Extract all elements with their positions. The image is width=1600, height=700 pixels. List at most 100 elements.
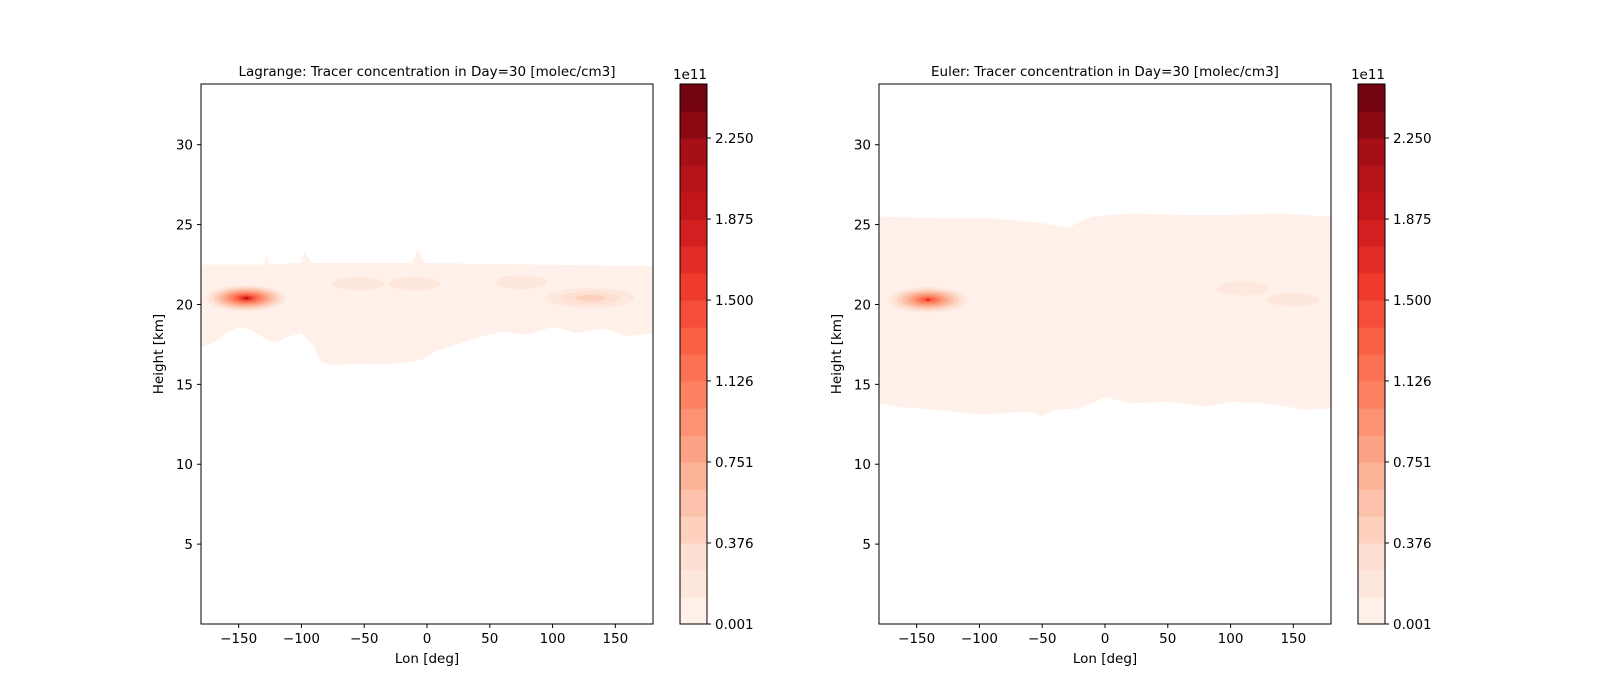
plot-title: Euler: Tracer concentration in Day=30 [m… [931, 64, 1279, 80]
y-tick-label: 15 [176, 377, 193, 393]
tracer-hotspot [1267, 292, 1320, 307]
colorbar-tick-label: 0.376 [715, 536, 754, 552]
colorbar-level [1358, 111, 1385, 139]
colorbar-multiplier: 1e11 [1351, 67, 1385, 83]
colorbar-level [680, 570, 707, 598]
concentration-field [879, 213, 1331, 417]
colorbar-level [680, 300, 707, 328]
tracer-hotspot [888, 286, 968, 313]
x-tick-label: 0 [423, 631, 432, 647]
tracer-hotspot [388, 276, 441, 291]
colorbar-tick-label: 1.875 [1393, 212, 1432, 228]
x-axis-label: Lon [deg] [1073, 651, 1137, 667]
x-axis-label: Lon [deg] [395, 651, 459, 667]
colorbar-level [1358, 570, 1385, 598]
colorbar-level [680, 192, 707, 220]
contour-level [331, 276, 384, 291]
colorbar-levels [1358, 84, 1385, 625]
colorbar-level [1358, 408, 1385, 436]
x-tick-label: 150 [1280, 631, 1306, 647]
colorbar-tick-label: 2.250 [715, 131, 754, 147]
x-tick-label: 50 [1159, 631, 1176, 647]
colorbar-level [680, 408, 707, 436]
y-tick-label: 10 [854, 457, 871, 473]
plot-title: Lagrange: Tracer concentration in Day=30… [238, 64, 615, 80]
colorbar-level [1358, 516, 1385, 544]
colorbar-level [680, 165, 707, 193]
colorbar-ticks: 0.001 0.376 0.751 1.126 1.500 1.875 2.250 [1385, 131, 1432, 633]
colorbar-tick-label: 2.250 [1393, 131, 1432, 147]
y-tick-label: 30 [176, 138, 193, 154]
colorbar-level [680, 246, 707, 274]
colorbar-level [1358, 597, 1385, 625]
colorbar-tick-label: 1.126 [1393, 374, 1432, 390]
colorbar-level [1358, 543, 1385, 571]
colorbar-level [1358, 273, 1385, 301]
colorbar-multiplier: 1e11 [673, 67, 707, 83]
colorbar-level [1358, 165, 1385, 193]
plot-panel-lagrange: Lagrange: Tracer concentration in Day=30… [151, 64, 754, 667]
colorbar-level [1358, 84, 1385, 112]
contour-level [926, 298, 930, 301]
colorbar-tick-label: 1.500 [715, 293, 754, 309]
plot-panel-euler: Euler: Tracer concentration in Day=30 [m… [829, 64, 1432, 667]
y-axis-ticks: 5 10 15 20 25 30 [176, 138, 201, 553]
colorbar-tick-label: 1.875 [715, 212, 754, 228]
tracer-hotspot [495, 275, 548, 290]
y-axis-label: Height [km] [829, 314, 845, 394]
tracer-hotspot [1217, 281, 1270, 296]
colorbar-level [680, 273, 707, 301]
colorbar-frame [1357, 83, 1386, 625]
tracer-band [879, 213, 1331, 417]
colorbar-level [1358, 435, 1385, 463]
tracer-hotspot [206, 285, 287, 312]
y-tick-label: 20 [854, 297, 871, 313]
contour-level [495, 275, 548, 290]
colorbar-tick-label: 1.500 [1393, 293, 1432, 309]
colorbar-ticks: 0.001 0.376 0.751 1.126 1.500 1.875 2.250 [707, 131, 754, 633]
contour-level [575, 294, 605, 302]
tracer-hotspot [546, 288, 635, 309]
colorbar-level [1358, 246, 1385, 274]
x-axis-ticks: −150 −100 −50 0 50 100 150 [898, 624, 1306, 647]
x-tick-label: 150 [602, 631, 628, 647]
x-tick-label: 100 [1218, 631, 1244, 647]
x-tick-label: −150 [220, 631, 257, 647]
x-tick-label: −150 [898, 631, 935, 647]
y-tick-label: 15 [854, 377, 871, 393]
colorbar-tick-label: 1.126 [715, 374, 754, 390]
y-tick-label: 20 [176, 297, 193, 313]
colorbar-levels [680, 84, 707, 625]
contour-level [1217, 281, 1270, 296]
colorbar-tick-label: 0.001 [715, 617, 754, 633]
x-tick-label: −100 [283, 631, 320, 647]
y-tick-label: 25 [854, 218, 871, 234]
colorbar-level [680, 354, 707, 382]
contour-level [245, 296, 248, 300]
colorbar-level [680, 435, 707, 463]
x-tick-label: −50 [350, 631, 379, 647]
contour-level [388, 276, 441, 291]
y-axis-ticks: 5 10 15 20 25 30 [854, 138, 879, 553]
y-tick-label: 10 [176, 457, 193, 473]
x-axis-ticks: −150 −100 −50 0 50 100 150 [220, 624, 628, 647]
colorbar-level [1358, 219, 1385, 247]
colorbar-tick-label: 0.751 [715, 455, 754, 471]
y-tick-label: 5 [184, 537, 193, 553]
colorbar-level [680, 381, 707, 409]
colorbar-level [1358, 489, 1385, 517]
colorbar-level [680, 516, 707, 544]
colorbar-level [1358, 381, 1385, 409]
colorbar-level [1358, 327, 1385, 355]
x-tick-label: 0 [1101, 631, 1110, 647]
colorbar-level [1358, 300, 1385, 328]
colorbar-level [1358, 462, 1385, 490]
colorbar-level [680, 84, 707, 112]
colorbar-level [1358, 138, 1385, 166]
colorbar-level [680, 138, 707, 166]
colorbar-frame [679, 83, 708, 625]
colorbar-tick-label: 0.376 [1393, 536, 1432, 552]
colorbar-level [1358, 192, 1385, 220]
x-tick-label: 100 [540, 631, 566, 647]
